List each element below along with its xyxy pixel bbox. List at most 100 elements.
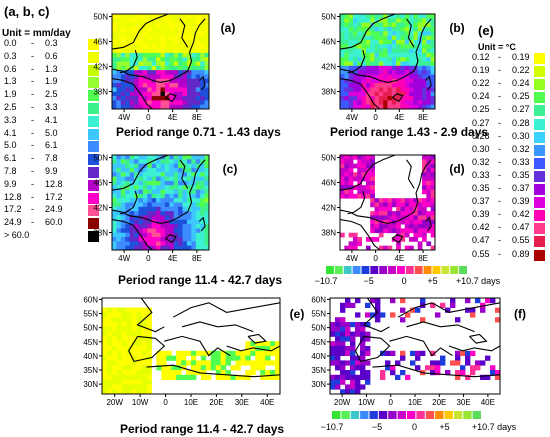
map-cell [147,31,153,36]
map-cell [440,302,446,308]
map-cell [387,198,393,203]
map-cell [475,298,481,304]
map-cell [422,14,427,19]
map-cell [409,31,414,36]
map-cell [195,365,202,371]
map-cell [200,70,205,75]
map-cell [361,31,367,36]
legend-swatch [534,118,545,130]
map-cell [106,322,113,328]
map-cell [387,48,393,54]
map-cell [138,185,144,190]
map-cell [378,74,384,80]
map-cell [129,155,135,160]
map-cell [142,70,148,75]
map-cell [136,317,142,323]
map-cell [191,155,197,160]
phase-bar-swatch [463,411,472,419]
map-cell [178,228,183,234]
coastline-africa [146,364,281,378]
map-cell [147,185,153,190]
map-cell [391,61,397,67]
map-cell [131,307,138,313]
map-cell [191,26,197,32]
map-cell [116,65,122,71]
map-cell [129,57,135,62]
map-cell [186,176,192,182]
map-cell [142,159,148,165]
map-cell [125,83,131,88]
map-cell [430,365,436,371]
map-cell [404,52,410,58]
map-cell [270,341,276,347]
map-cell [361,87,367,93]
map-cell [361,176,367,182]
map-cell [178,91,183,97]
map-cell [160,31,166,36]
map-cell [129,39,135,45]
map-cell [357,100,362,106]
map-cell [169,100,175,106]
map-cell [147,176,153,182]
map-cell [138,163,144,169]
map-cell [417,100,423,106]
map-cell [116,163,122,169]
map-cell [417,18,423,24]
map-cell [370,180,375,186]
map-cell [191,52,197,58]
map-cell [141,341,147,347]
phase-bar-swatch [378,411,388,419]
map-cell [173,159,179,165]
border-central [406,321,475,333]
map-cell [348,176,354,182]
map-cell [374,26,380,32]
map-cell [391,211,397,216]
map-cell [345,346,351,352]
map-cell [396,245,401,251]
map-cell [195,83,201,88]
map-cell [391,70,397,75]
y-tick-label: 38N [93,88,108,97]
map-cell [400,14,406,19]
map-cell [195,224,201,229]
map-cell [430,180,436,186]
map-cell [374,74,380,80]
map-cell [410,350,416,356]
map-cell [116,18,122,24]
map-cell [156,215,161,221]
map-cell [129,48,135,54]
map-cell [195,360,202,366]
map-cell [475,360,481,366]
map-cell [400,206,406,212]
map-cell [430,172,436,177]
x-tick-label: 4W [346,254,358,263]
map-cell [391,215,397,221]
map-cell [182,57,188,62]
map-cell [147,232,153,238]
legend-low-value: 24.9 [4,217,22,228]
map-cell [430,39,436,45]
map-cell [350,374,356,380]
map-cell [357,193,362,199]
map-cell [387,18,393,24]
map-cell [396,206,401,212]
map-cell [370,193,375,199]
x-tick-label: 10E [184,398,198,407]
map-cell [129,219,135,225]
map-cell [396,224,401,229]
map-cell [365,379,371,385]
map-cell [360,355,366,361]
map-cell [169,185,175,190]
map-cell [156,365,162,371]
map-cell [430,232,436,238]
map-cell [374,22,380,28]
map-cell [350,379,356,385]
map-cell [378,100,384,106]
map-cell [191,176,197,182]
y-tick-label: 42N [321,204,336,213]
map-cell [378,202,384,208]
map-cell [422,78,427,84]
map-cell [191,189,197,195]
map-cell [378,215,384,221]
map-cell [125,52,131,58]
